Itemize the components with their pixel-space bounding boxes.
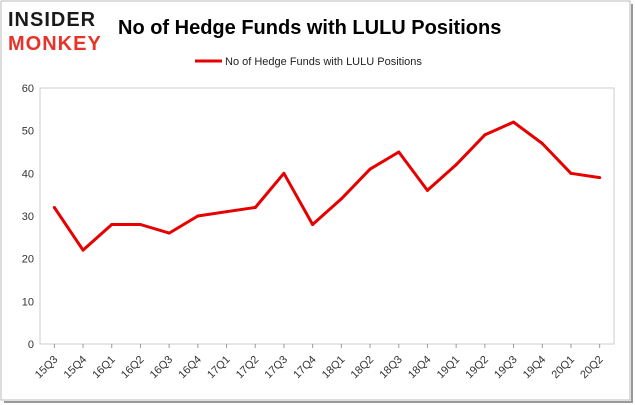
data-point	[540, 141, 544, 145]
legend: No of Hedge Funds with LULU Positions	[195, 56, 422, 68]
data-point	[598, 176, 602, 180]
data-point	[311, 223, 315, 227]
logo-line-2: MONKEY	[8, 33, 102, 55]
series-layer	[52, 120, 602, 252]
plot-area-frame	[39, 87, 615, 345]
x-tick-label: 19Q3	[492, 354, 520, 382]
x-tick-label: 18Q2	[349, 354, 377, 382]
data-point	[454, 163, 458, 167]
data-point	[339, 197, 343, 201]
x-tick-label: 16Q2	[119, 354, 147, 382]
y-tick-label: 60	[22, 83, 34, 95]
logo-line-1: INSIDER	[8, 9, 96, 31]
x-tick-label: 17Q4	[291, 354, 319, 382]
y-tick-label: 40	[22, 168, 34, 180]
series-line	[53, 120, 600, 252]
data-point	[569, 171, 573, 175]
data-point	[110, 223, 114, 227]
data-point	[253, 205, 257, 209]
x-tick-label: 16Q3	[148, 354, 176, 382]
data-point	[368, 167, 372, 171]
data-point	[397, 150, 401, 154]
insider-monkey-logo: INSIDER MONKEY	[8, 9, 102, 55]
x-tick-label: 19Q2	[463, 354, 491, 382]
x-tick-label: 15Q4	[62, 354, 90, 382]
data-point	[512, 120, 516, 124]
x-tick-label: 18Q4	[406, 354, 434, 382]
data-point	[225, 210, 229, 214]
x-tick-label: 17Q3	[263, 354, 291, 382]
x-tick-label: 20Q1	[550, 354, 578, 382]
x-tick-label: 19Q4	[521, 354, 549, 382]
data-point	[483, 133, 487, 137]
y-tick-label: 50	[22, 126, 34, 138]
x-tick-label: 17Q2	[234, 354, 262, 382]
data-point	[425, 188, 429, 192]
x-tick-label: 16Q4	[176, 354, 204, 382]
data-point	[138, 223, 142, 227]
data-point	[81, 248, 85, 252]
x-tick-label: 20Q2	[578, 354, 606, 382]
x-axis: 15Q3 15Q4 16Q1 16Q2 16Q3 16Q4 17Q1 17Q2 17Q3 17Q4…	[33, 344, 606, 381]
y-tick-label: 10	[22, 296, 34, 308]
x-tick-label: 19Q1	[435, 354, 463, 382]
data-point	[52, 205, 56, 209]
x-tick-label: 18Q3	[377, 354, 405, 382]
y-tick-label: 20	[22, 254, 34, 266]
x-tick-label: 18Q1	[320, 354, 348, 382]
legend-label: No of Hedge Funds with LULU Positions	[225, 56, 422, 68]
y-axis: 0 10 20 30 40 50 60	[22, 83, 34, 351]
data-point	[167, 231, 171, 235]
x-tick-label: 17Q1	[205, 354, 233, 382]
data-point	[196, 214, 200, 218]
x-tick-label: 15Q3	[33, 354, 61, 382]
data-point	[282, 171, 286, 175]
y-tick-label: 0	[28, 339, 34, 351]
x-tick-label: 16Q1	[90, 354, 118, 382]
y-tick-label: 30	[22, 211, 34, 223]
chart-title: No of Hedge Funds with LULU Positions	[118, 17, 501, 39]
